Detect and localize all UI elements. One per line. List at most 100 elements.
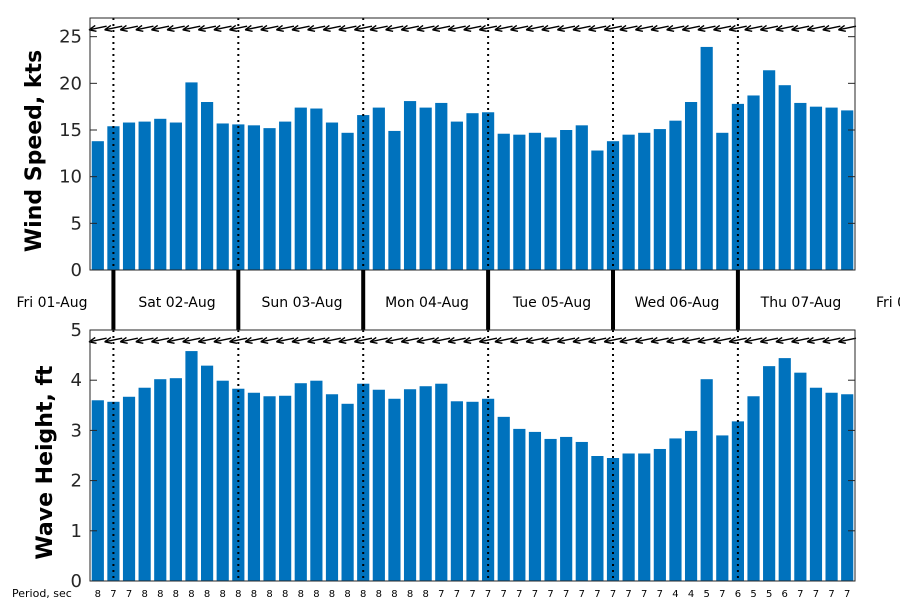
direction-arrow-10	[244, 24, 263, 33]
period-axis-label: Period, sec	[12, 587, 72, 600]
bar-wind-0	[91, 141, 104, 270]
bar-wind-19	[388, 130, 401, 270]
direction-arrow-43	[759, 336, 779, 345]
bar-wind-38	[684, 102, 698, 270]
direction-arrow-13	[291, 336, 310, 345]
direction-arrow-30	[556, 24, 576, 33]
bar-wind-23	[450, 121, 463, 270]
bar-wave-37	[669, 438, 682, 581]
bar-wave-1	[107, 401, 120, 581]
period-value-3: 8	[141, 589, 147, 600]
ytick-label-1: 1	[71, 521, 82, 542]
direction-arrow-44	[775, 24, 794, 33]
bar-wave-28	[528, 431, 542, 581]
direction-arrow-37	[666, 336, 685, 345]
period-value-27: 7	[516, 589, 522, 600]
day-label-0: Fri 01-Aug	[16, 295, 87, 311]
direction-arrow-17	[354, 24, 373, 33]
bar-wind-29	[544, 137, 557, 270]
direction-arrow-5	[166, 336, 185, 345]
bar-wave-4	[154, 379, 167, 581]
period-value-0: 8	[95, 589, 101, 600]
bar-wave-45	[794, 372, 807, 581]
period-value-5: 8	[173, 589, 179, 600]
direction-arrow-1	[104, 336, 123, 345]
bar-wave-9	[232, 388, 245, 581]
period-value-30: 7	[563, 589, 569, 600]
period-value-20: 8	[407, 589, 413, 600]
direction-arrow-38	[681, 336, 701, 345]
period-value-46: 7	[813, 589, 819, 600]
period-value-40: 7	[719, 589, 725, 600]
bar-wind-9	[232, 124, 245, 271]
direction-arrow-21	[416, 24, 435, 33]
direction-arrow-32	[588, 24, 607, 33]
bar-wave-11	[263, 396, 276, 581]
direction-arrow-6	[182, 336, 201, 345]
bar-wave-13	[294, 383, 307, 581]
period-value-9: 8	[235, 589, 241, 600]
bar-wind-37	[669, 120, 682, 270]
direction-arrow-48	[837, 336, 857, 345]
bar-wind-45	[794, 102, 807, 271]
direction-arrow-24	[463, 24, 482, 33]
direction-arrow-39	[697, 336, 716, 345]
bar-wave-21	[419, 386, 432, 581]
bar-wave-30	[560, 436, 573, 581]
bar-wind-16	[341, 132, 354, 270]
bar-wind-10	[247, 125, 261, 270]
bar-wind-39	[700, 46, 713, 271]
direction-arrow-21	[416, 336, 435, 345]
direction-arrow-20	[400, 336, 419, 345]
direction-arrow-8	[213, 24, 232, 33]
period-value-12: 8	[282, 589, 288, 600]
bar-wind-7	[201, 102, 214, 270]
direction-arrow-46	[806, 336, 825, 345]
direction-arrow-3	[135, 24, 154, 33]
bar-wind-25	[482, 112, 495, 271]
direction-arrow-20	[400, 24, 419, 33]
direction-arrow-26	[494, 336, 513, 345]
direction-arrow-19	[385, 24, 404, 33]
direction-arrow-23	[447, 336, 466, 345]
direction-arrow-28	[525, 336, 544, 345]
period-value-2: 7	[126, 589, 132, 600]
bar-wave-14	[310, 380, 323, 581]
direction-arrow-29	[541, 24, 560, 33]
period-value-31: 7	[579, 589, 585, 600]
direction-arrow-16	[338, 336, 357, 345]
direction-arrow-7	[197, 336, 217, 345]
bar-wind-28	[528, 132, 542, 270]
direction-arrow-9	[229, 336, 248, 345]
bar-wind-47	[825, 107, 838, 270]
direction-arrow-30	[556, 336, 576, 345]
bar-wave-32	[591, 456, 604, 581]
direction-arrow-44	[775, 336, 794, 345]
direction-arrow-7	[197, 24, 217, 33]
bar-wave-44	[778, 358, 791, 581]
bar-wind-11	[263, 128, 276, 270]
direction-arrow-22	[432, 336, 451, 345]
period-value-26: 7	[501, 589, 507, 600]
plot-frame	[89, 329, 856, 582]
direction-arrow-17	[354, 336, 373, 345]
day-label-2: Sun 03-Aug	[262, 295, 343, 311]
direction-arrow-24	[463, 336, 482, 345]
direction-arrow-47	[822, 336, 841, 345]
bar-wind-20	[403, 101, 417, 270]
direction-arrow-15	[322, 336, 341, 345]
period-value-41: 6	[735, 589, 741, 600]
direction-arrow-22	[432, 24, 451, 33]
direction-arrow-25	[478, 24, 498, 33]
bar-wave-43	[763, 366, 776, 581]
direction-arrow-5	[166, 24, 185, 33]
direction-arrow-45	[791, 24, 810, 33]
period-value-10: 8	[251, 589, 257, 600]
direction-arrow-1	[104, 24, 123, 33]
bar-wind-34	[622, 134, 635, 270]
period-value-6: 8	[188, 589, 194, 600]
bar-wind-36	[653, 129, 666, 270]
period-value-8: 8	[220, 589, 226, 600]
period-value-33: 7	[610, 589, 616, 600]
bar-wind-31	[575, 125, 588, 270]
